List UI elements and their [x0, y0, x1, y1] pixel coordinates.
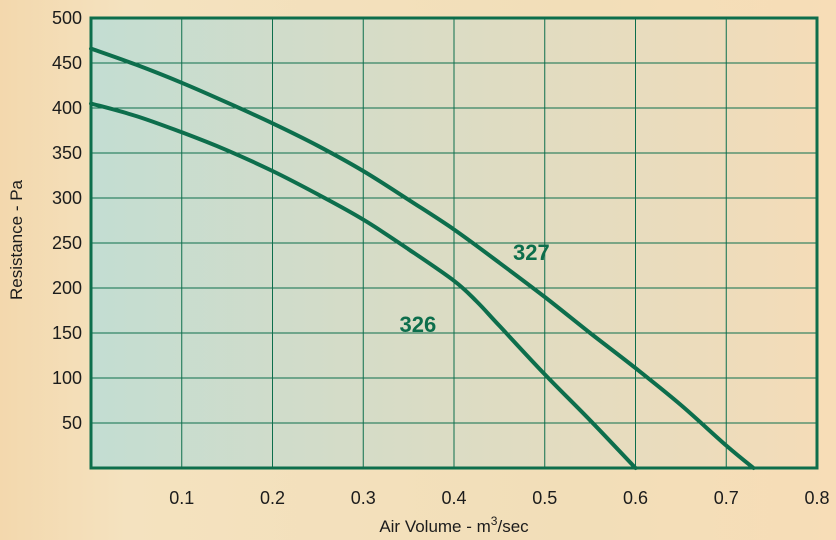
x-tick-label: 0.5 — [532, 488, 557, 508]
y-tick-label: 500 — [52, 8, 82, 28]
x-tick-labels: 0.1 0.2 0.3 0.4 0.5 0.6 0.7 0.8 — [169, 488, 829, 508]
series-label-327: 327 — [513, 240, 550, 265]
y-tick-label: 50 — [62, 413, 82, 433]
x-tick-label: 0.7 — [714, 488, 739, 508]
y-tick-label: 300 — [52, 188, 82, 208]
series-annotations: 327 326 — [400, 240, 550, 337]
y-tick-label: 400 — [52, 98, 82, 118]
x-tick-label: 0.6 — [623, 488, 648, 508]
y-tick-labels: 50 100 150 200 250 300 350 400 450 500 — [52, 8, 82, 433]
plot-frame — [89, 16, 819, 470]
y-tick-label: 450 — [52, 53, 82, 73]
y-axis-label: Resistance - Pa — [7, 179, 26, 300]
series-line-326 — [89, 101, 638, 470]
x-tick-label: 0.1 — [169, 488, 194, 508]
series-line-327 — [89, 46, 756, 470]
y-tick-label: 100 — [52, 368, 82, 388]
x-tick-label: 0.3 — [351, 488, 376, 508]
series-label-326: 326 — [400, 312, 437, 337]
y-tick-label: 150 — [52, 323, 82, 343]
y-tick-label: 350 — [52, 143, 82, 163]
x-tick-label: 0.2 — [260, 488, 285, 508]
series-lines — [89, 46, 756, 470]
x-axis-label: Air Volume - m3/sec — [379, 514, 529, 536]
x-tick-label: 0.4 — [441, 488, 466, 508]
y-tick-label: 200 — [52, 278, 82, 298]
x-axis-label-superscript: 3 — [491, 514, 498, 528]
y-tick-label: 250 — [52, 233, 82, 253]
x-tick-label: 0.8 — [804, 488, 829, 508]
